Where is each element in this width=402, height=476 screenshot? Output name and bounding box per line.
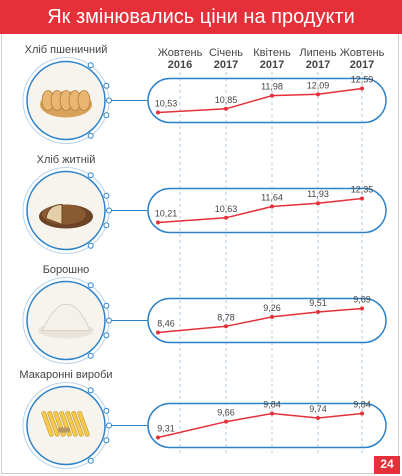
ring-dot — [87, 242, 94, 249]
data-label: 9,31 — [157, 424, 175, 434]
ring-dot — [103, 192, 110, 199]
ring-dot — [103, 112, 110, 119]
x-tick-label-month: Квітень — [253, 47, 291, 59]
data-point — [156, 220, 160, 225]
x-tick-label-year: 2017 — [306, 59, 330, 71]
x-tick-label-month: Жовтень — [158, 47, 203, 59]
connector-dot — [106, 207, 112, 214]
data-label: 12,35 — [351, 185, 374, 195]
data-point — [360, 86, 364, 91]
data-label: 10,63 — [215, 204, 238, 214]
pasta-icon — [41, 411, 90, 437]
data-point — [156, 435, 160, 440]
series-name-label: Хліб пшеничний — [25, 44, 108, 56]
ring-dot — [87, 457, 94, 464]
infographic-frame — [1, 34, 399, 474]
page-title: Як змінювались ціни на продукти — [0, 0, 402, 34]
data-label: 11,93 — [307, 189, 329, 199]
data-label: 12,59 — [351, 75, 374, 85]
data-label: 9,69 — [353, 295, 371, 305]
x-tick-label-year: 2017 — [260, 59, 284, 71]
rye-slice — [45, 203, 63, 226]
series-capsule — [147, 297, 387, 344]
data-label: 9,74 — [309, 404, 327, 414]
ring-dot — [103, 222, 110, 229]
series-line — [157, 197, 363, 224]
pasta-piece — [65, 411, 78, 437]
series-line — [157, 412, 363, 439]
connector-dot — [106, 317, 112, 324]
data-point — [360, 411, 364, 416]
data-point — [224, 106, 228, 111]
series-name-label: Борошно — [43, 264, 90, 276]
pasta-piece — [77, 411, 90, 437]
data-label: 11,64 — [261, 192, 283, 202]
pasta-piece — [41, 411, 54, 437]
data-label: 8,46 — [157, 319, 175, 329]
ring-dot — [87, 62, 94, 69]
data-label: 9,84 — [263, 400, 281, 410]
data-point — [224, 419, 228, 424]
data-point — [270, 411, 274, 416]
data-point — [316, 92, 320, 97]
pasta-piece — [47, 411, 60, 437]
series-name-label: Макаронні вироби — [19, 369, 112, 381]
x-tick-label-year: 2017 — [214, 59, 238, 71]
flour-icon — [38, 303, 94, 339]
data-point — [316, 416, 320, 421]
x-tick-label-month: Жовтень — [340, 47, 385, 59]
x-tick-label-year: 2016 — [168, 59, 192, 71]
series-capsule — [147, 402, 387, 449]
data-label: 10,85 — [215, 95, 238, 105]
white-bread-icon — [40, 90, 92, 118]
flour-pile — [41, 303, 91, 331]
data-label: 9,84 — [353, 400, 371, 410]
channel-24-logo: 24 — [374, 456, 400, 474]
ring-dot — [87, 352, 94, 359]
ring-dot — [103, 332, 110, 339]
data-label: 9,66 — [217, 408, 235, 418]
x-tick-label-month: Липень — [299, 47, 337, 59]
data-label: 8,78 — [217, 312, 235, 322]
ring-dot — [103, 437, 110, 444]
data-point — [316, 310, 320, 315]
data-point — [224, 324, 228, 329]
data-label: 12,09 — [307, 80, 330, 90]
ring-dot — [103, 407, 110, 414]
series-name-label: Хліб житній — [37, 154, 96, 166]
data-label: 10,53 — [155, 99, 178, 109]
ring-dot — [87, 387, 94, 394]
data-point — [360, 196, 364, 201]
data-point — [270, 204, 274, 209]
series-capsule — [147, 187, 387, 234]
data-point — [360, 306, 364, 311]
data-label: 11,98 — [261, 82, 283, 92]
pasta-piece — [71, 411, 84, 437]
series-line — [157, 87, 363, 114]
ring-dot — [87, 282, 94, 289]
series-line — [157, 307, 363, 334]
data-point — [156, 330, 160, 335]
x-tick-label-year: 2017 — [350, 59, 374, 71]
x-tick-label-month: Січень — [209, 47, 243, 59]
bread-ridge — [77, 90, 91, 111]
connector-dot — [106, 97, 112, 104]
connector-dot — [106, 422, 112, 429]
data-point — [316, 201, 320, 206]
data-point — [156, 110, 160, 115]
series-capsule — [147, 77, 387, 124]
ring-dot — [87, 132, 94, 139]
data-point — [224, 215, 228, 220]
data-label: 9,26 — [263, 303, 281, 313]
ring-dot — [103, 82, 110, 89]
data-label: 10,21 — [155, 209, 178, 219]
ring-dot — [87, 172, 94, 179]
data-label: 9,51 — [309, 298, 327, 308]
data-point — [270, 314, 274, 319]
ring-dot — [103, 302, 110, 309]
data-point — [270, 93, 274, 98]
rye-bread-icon — [39, 203, 93, 229]
pasta-stick — [58, 427, 70, 433]
